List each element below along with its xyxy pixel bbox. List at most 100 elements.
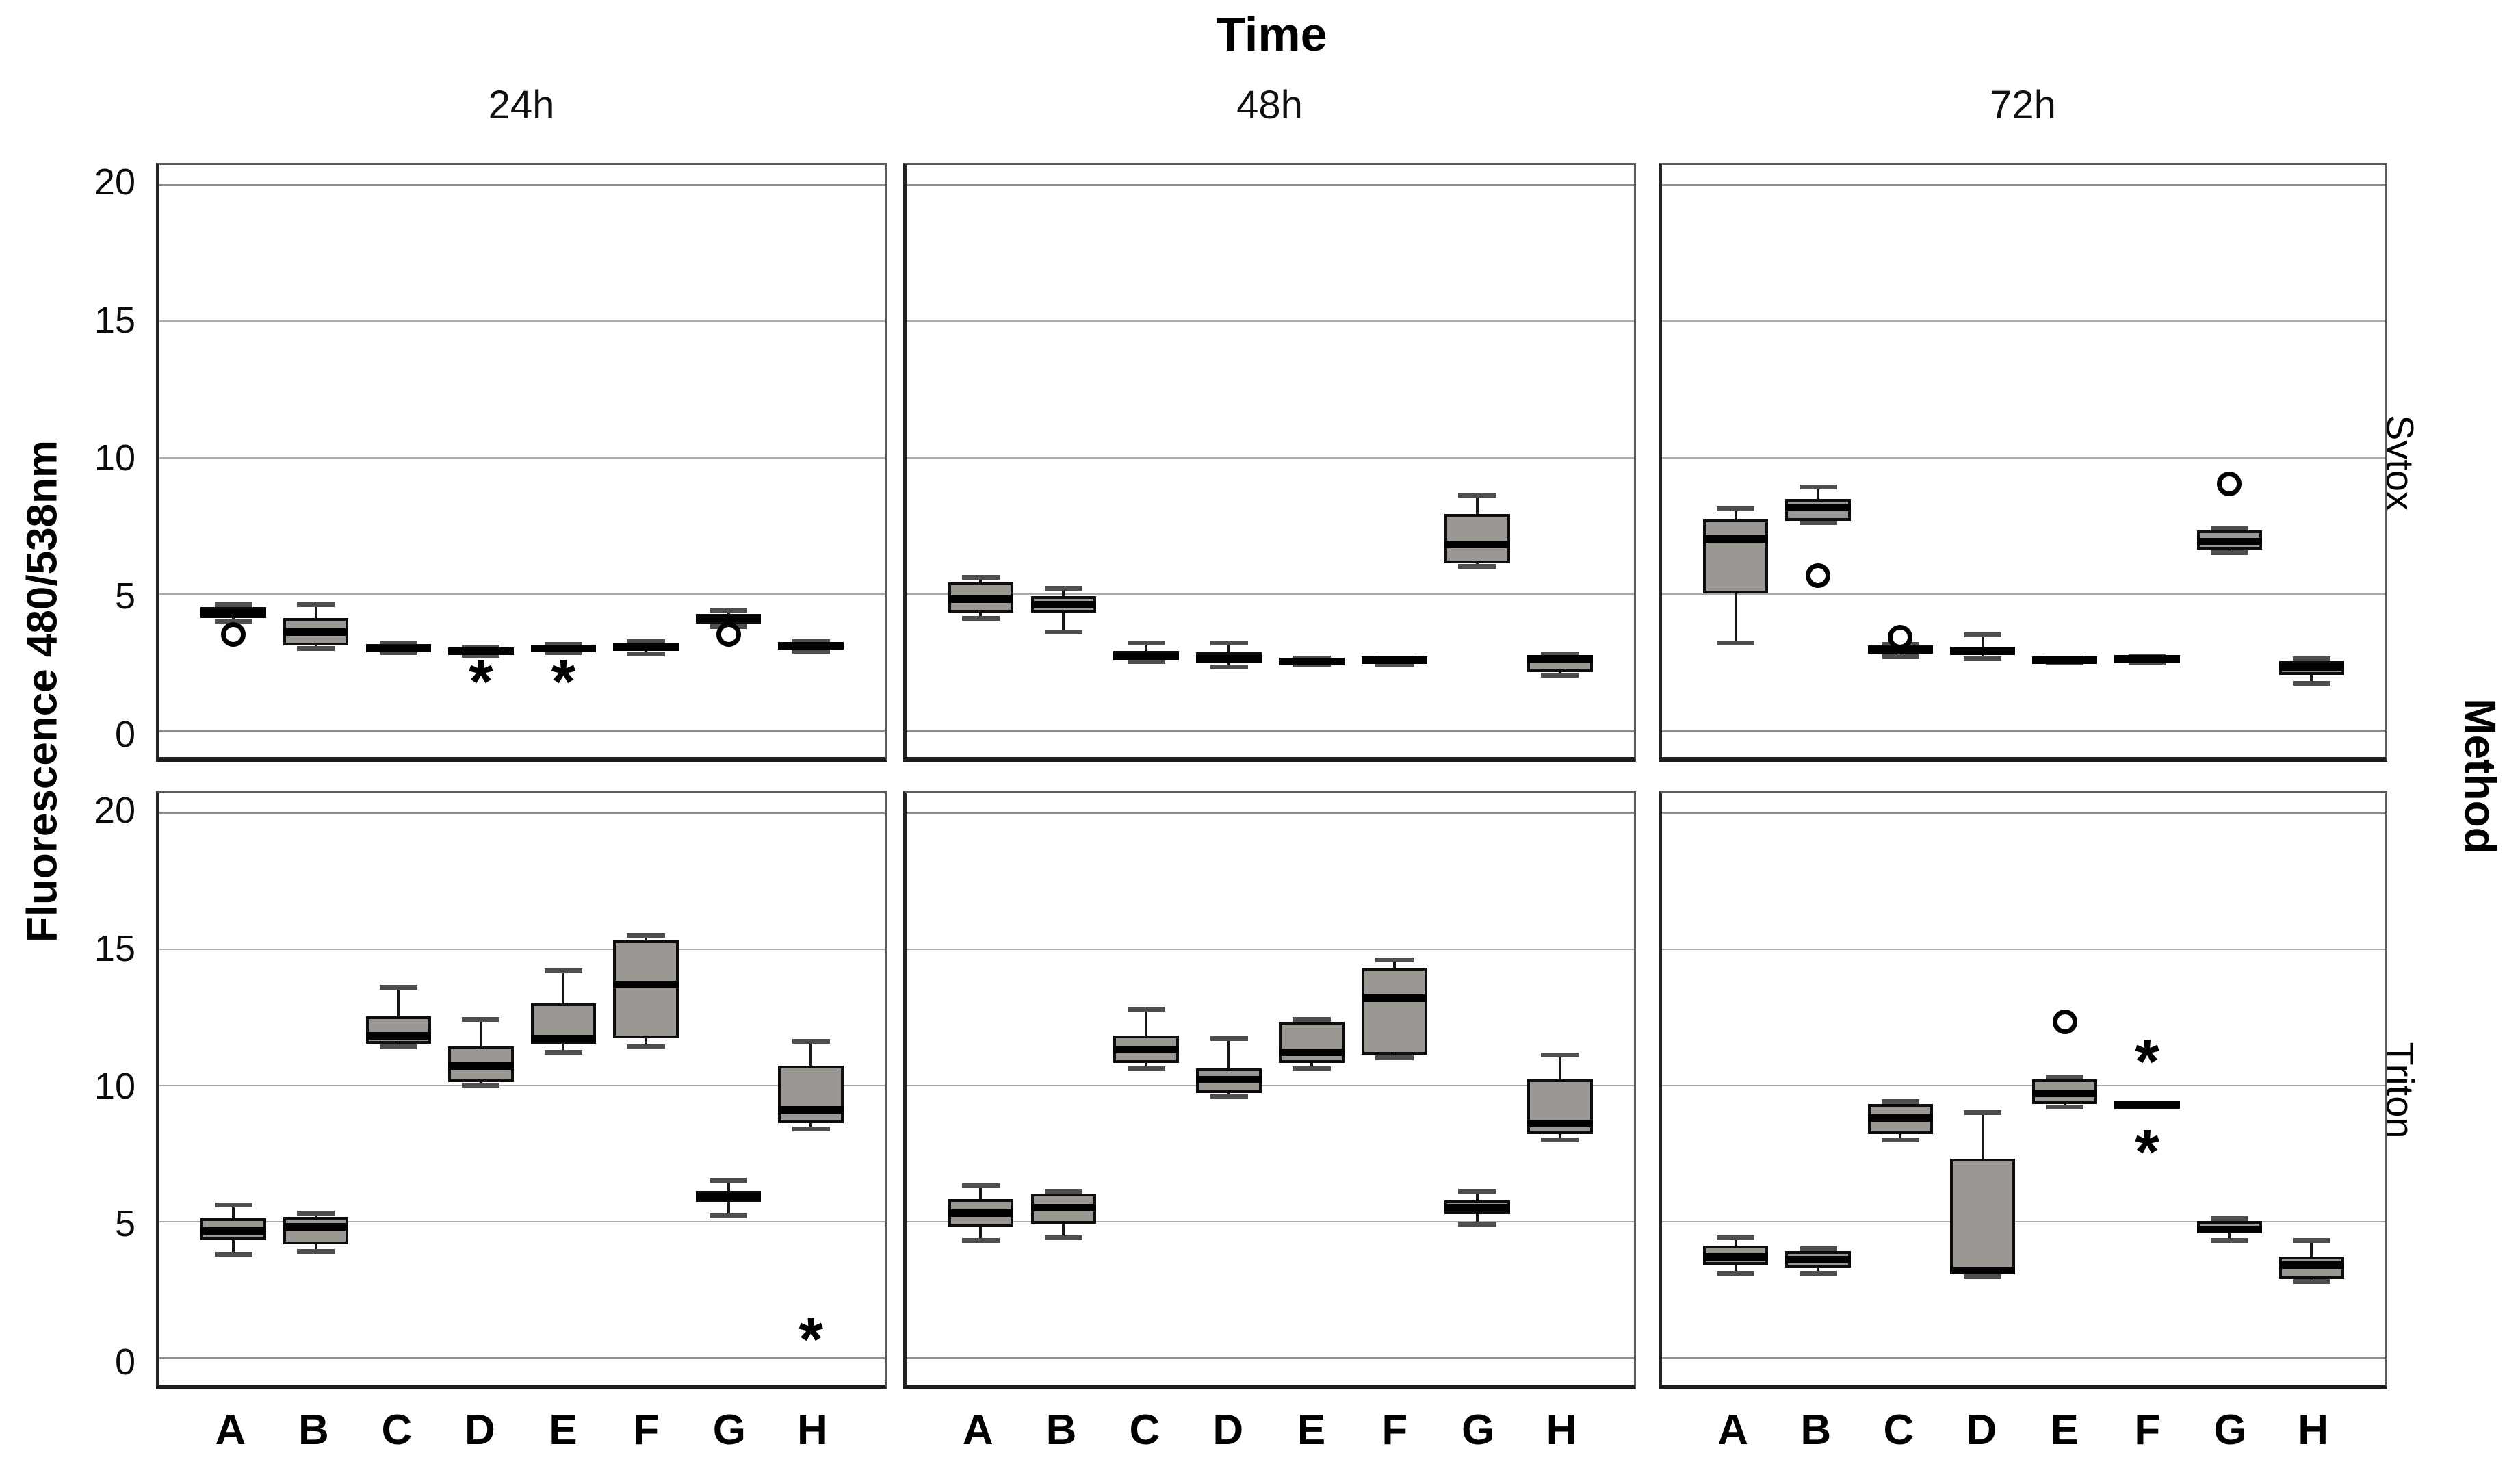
outlier-asterisk-icon: * <box>551 647 576 717</box>
whisker-cap-low <box>2292 681 2330 686</box>
panel-triton-72h: * * <box>1659 791 2387 1389</box>
whisker-cap-low <box>792 1126 830 1131</box>
x-category-label-E: E <box>1297 1407 1326 1454</box>
gridline-10 <box>1662 457 2385 459</box>
whisker-cap-high <box>214 1203 252 1208</box>
gridline-5 <box>907 593 1634 595</box>
gridline-15 <box>159 320 885 322</box>
whisker-cap-low <box>1127 659 1165 665</box>
median-line <box>1949 1266 2016 1274</box>
boxplot-box <box>1703 519 1769 593</box>
gridline-15 <box>159 948 885 950</box>
whisker-cap-high <box>297 602 335 607</box>
whisker-cap-high <box>544 641 582 647</box>
y-tick-label-10: 10 <box>94 1065 135 1107</box>
y-tick-labels-triton-row: 20 15 10 5 0 <box>0 790 146 1389</box>
boxplot-box <box>1444 514 1510 563</box>
median-line <box>1279 658 1345 666</box>
median-line <box>1703 1253 1769 1261</box>
x-category-label-G: G <box>712 1407 746 1454</box>
outlier-circle-icon <box>2052 1010 2077 1035</box>
x-category-labels-24h: A B C D E F G H <box>156 1399 887 1462</box>
whisker-cap-high <box>1127 640 1165 645</box>
whisker-cap-low <box>379 650 417 655</box>
whisker-cap-low <box>2292 1279 2330 1284</box>
whisker-cap-low <box>1541 673 1579 678</box>
y-tick-label-0: 0 <box>114 1341 135 1383</box>
y-tick-label-5: 5 <box>114 576 135 617</box>
whisker-cap-low <box>1127 1066 1165 1072</box>
whisker-cap-low <box>462 652 500 658</box>
whisker-cap-low <box>214 618 252 624</box>
gridline-20 <box>1662 812 2385 814</box>
boxplot-box <box>1279 1022 1345 1064</box>
x-category-label-B: B <box>1800 1407 1832 1454</box>
outlier-circle-icon <box>1806 563 1831 588</box>
gridline-15 <box>907 320 1634 322</box>
panel-sytox-72h <box>1659 163 2387 762</box>
whisker-cap-high <box>1881 1099 1919 1104</box>
median-line <box>1030 1204 1097 1212</box>
median-line <box>613 643 679 651</box>
outlier-circle-icon <box>221 621 246 647</box>
x-category-label-F: F <box>2134 1407 2161 1454</box>
median-line <box>695 1193 762 1201</box>
whisker-cap-high <box>1541 651 1579 656</box>
whisker-cap-low <box>1964 656 2001 662</box>
whisker-cap-low <box>627 1044 665 1050</box>
gridline-0 <box>1662 730 2385 732</box>
gridline-20 <box>907 183 1634 186</box>
whisker-cap-high <box>710 1178 748 1183</box>
median-line <box>1113 1046 1180 1054</box>
x-category-label-B: B <box>298 1407 329 1454</box>
gridline-20 <box>159 183 885 186</box>
gridline-20 <box>1662 183 2385 186</box>
whisker-cap-low <box>2210 550 2248 556</box>
gridline-10 <box>159 1085 885 1087</box>
whisker-cap-low <box>2210 1237 2248 1243</box>
median-line <box>2196 538 2262 546</box>
whisker-cap-low <box>1541 1137 1579 1142</box>
panel-triton-24h: * <box>156 791 887 1389</box>
outlier-circle-icon <box>2217 472 2242 497</box>
whisker-cap-high <box>462 1017 500 1023</box>
x-category-label-H: H <box>796 1407 828 1454</box>
whisker-cap-high <box>1127 1006 1165 1012</box>
median-line <box>1030 600 1097 608</box>
whisker-cap-high <box>2292 1237 2330 1243</box>
x-category-label-F: F <box>1381 1407 1408 1454</box>
x-category-label-F: F <box>633 1407 660 1454</box>
outlier-asterisk-icon: * <box>468 647 493 717</box>
figure-title: Time <box>1216 8 1327 61</box>
median-line <box>530 644 597 652</box>
whisker-cap-high <box>1458 1189 1496 1194</box>
gridline-5 <box>159 593 885 595</box>
gridline-20 <box>159 812 885 814</box>
facet-column-header-24h: 24h <box>488 83 555 127</box>
median-line <box>948 595 1014 603</box>
gridline-0 <box>159 730 885 732</box>
whisker-cap-high <box>2210 1216 2248 1222</box>
whisker-cap-high <box>2046 1075 2084 1080</box>
x-category-label-G: G <box>2213 1407 2247 1454</box>
panel-triton-48h <box>903 791 1636 1389</box>
whisker-cap-high <box>1375 957 1414 962</box>
whisker-cap-low <box>2128 660 2166 666</box>
median-line <box>365 644 431 652</box>
median-line <box>2278 663 2344 671</box>
whisker-cap-high <box>792 639 830 644</box>
y-tick-label-5: 5 <box>114 1203 135 1245</box>
median-line <box>695 614 762 622</box>
median-line <box>778 641 844 650</box>
gridline-5 <box>159 1221 885 1223</box>
whisker-cap-low <box>1375 1055 1414 1061</box>
median-line <box>1113 652 1180 660</box>
y-tick-label-0: 0 <box>114 713 135 755</box>
boxplot-box <box>1949 1158 2016 1273</box>
whisker-cap-low <box>214 1251 252 1257</box>
facet-column-header-72h: 72h <box>1990 83 2056 127</box>
median-line <box>2032 656 2098 665</box>
x-category-label-E: E <box>549 1407 577 1454</box>
median-line <box>1279 1049 1345 1057</box>
